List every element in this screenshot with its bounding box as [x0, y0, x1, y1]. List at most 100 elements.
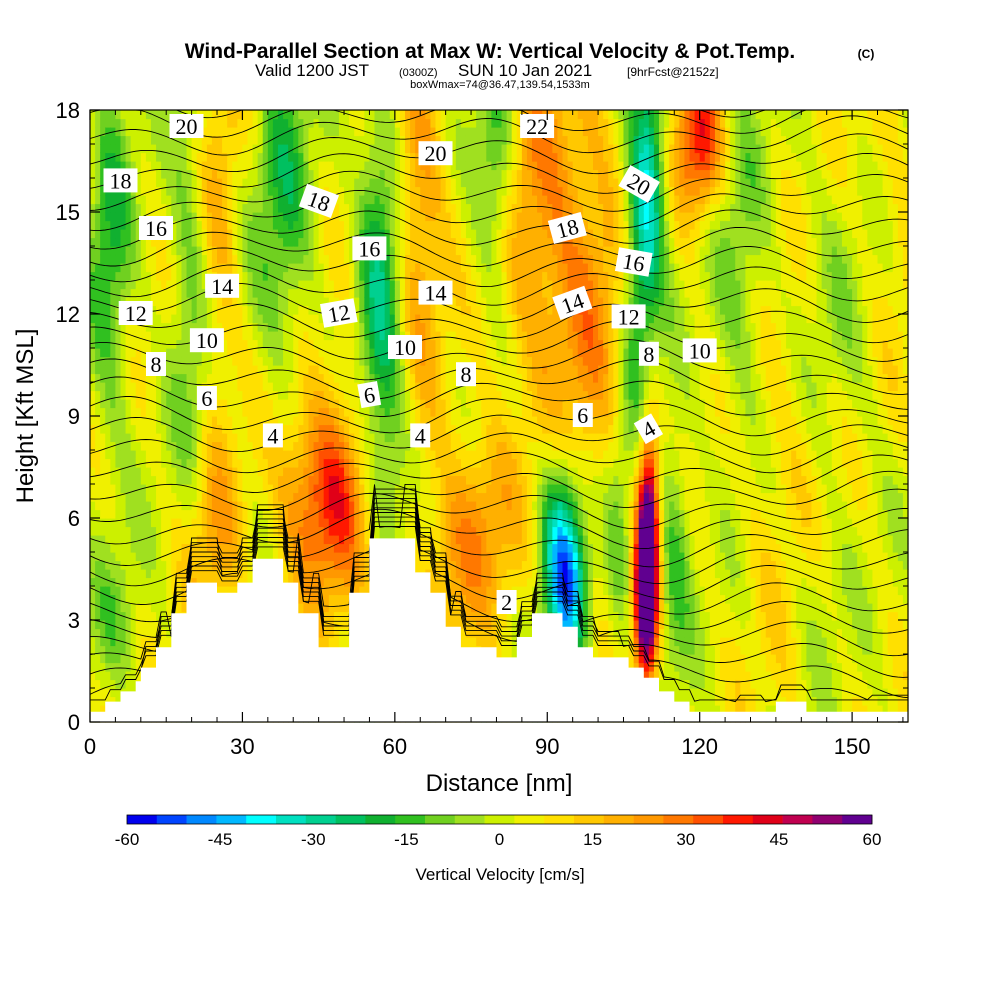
- velocity-cell: [135, 586, 142, 596]
- velocity-cell: [313, 501, 320, 511]
- velocity-cell: [283, 254, 289, 264]
- velocity-cell: [359, 586, 365, 596]
- velocity-cell: [277, 518, 284, 528]
- velocity-cell: [201, 569, 208, 579]
- velocity-cell: [100, 535, 106, 545]
- velocity-cell: [435, 373, 442, 383]
- velocity-cell: [166, 365, 172, 375]
- velocity-cell: [379, 373, 386, 383]
- velocity-cell: [415, 492, 421, 502]
- velocity-cell: [217, 560, 223, 570]
- velocity-cell: [394, 314, 401, 324]
- velocity-cell: [435, 203, 442, 213]
- velocity-cell: [293, 577, 299, 587]
- velocity-cell: [150, 611, 157, 621]
- velocity-cell: [90, 620, 96, 630]
- velocity-cell: [308, 441, 315, 451]
- velocity-cell: [389, 229, 396, 239]
- velocity-cell: [145, 152, 152, 162]
- velocity-cell: [283, 178, 289, 188]
- velocity-cell: [313, 356, 320, 366]
- velocity-cell: [333, 229, 340, 239]
- velocity-cell: [196, 161, 203, 171]
- velocity-cell: [415, 161, 421, 171]
- velocity-cell: [150, 271, 157, 281]
- velocity-cell: [410, 212, 416, 222]
- velocity-cell: [354, 577, 360, 587]
- velocity-cell: [405, 501, 411, 511]
- velocity-cell: [374, 450, 381, 460]
- velocity-cell: [425, 127, 432, 137]
- velocity-cell: [257, 322, 264, 332]
- velocity-cell: [110, 501, 116, 511]
- velocity-cell: [344, 229, 350, 239]
- velocity-cell: [277, 339, 284, 349]
- velocity-cell: [201, 237, 208, 247]
- velocity-cell: [90, 611, 96, 621]
- velocity-cell: [100, 229, 106, 239]
- velocity-cell: [90, 339, 96, 349]
- velocity-cell: [323, 135, 330, 145]
- velocity-cell: [150, 339, 157, 349]
- velocity-cell: [196, 254, 203, 264]
- velocity-cell: [389, 305, 396, 315]
- velocity-cell: [161, 467, 167, 477]
- velocity-cell: [298, 382, 304, 392]
- velocity-cell: [196, 152, 203, 162]
- velocity-cell: [308, 212, 315, 222]
- velocity-cell: [201, 288, 208, 298]
- velocity-cell: [338, 373, 345, 383]
- velocity-cell: [150, 645, 157, 655]
- velocity-cell: [267, 118, 274, 128]
- velocity-cell: [217, 212, 223, 222]
- velocity-cell: [267, 475, 274, 485]
- velocity-cell: [379, 416, 386, 426]
- velocity-cell: [191, 407, 198, 417]
- velocity-cell: [323, 127, 330, 137]
- velocity-cell: [262, 118, 269, 128]
- velocity-cell: [166, 484, 172, 494]
- velocity-cell: [349, 161, 355, 171]
- velocity-cell: [308, 603, 315, 613]
- velocity-cell: [298, 492, 304, 502]
- velocity-cell: [156, 560, 162, 570]
- velocity-cell: [166, 450, 172, 460]
- velocity-cell: [181, 271, 188, 281]
- velocity-cell: [288, 135, 294, 145]
- velocity-cell: [247, 390, 254, 400]
- velocity-cell: [283, 322, 289, 332]
- velocity-cell: [359, 161, 365, 171]
- velocity-cell: [150, 305, 157, 315]
- velocity-cell: [232, 339, 238, 349]
- velocity-cell: [288, 560, 294, 570]
- velocity-cell: [115, 356, 122, 366]
- velocity-cell: [389, 263, 396, 273]
- velocity-cell: [156, 552, 162, 562]
- velocity-cell: [247, 203, 254, 213]
- velocity-cell: [303, 271, 310, 281]
- velocity-cell: [120, 254, 127, 264]
- velocity-cell: [410, 135, 416, 145]
- velocity-cell: [110, 688, 116, 698]
- velocity-cell: [267, 246, 274, 256]
- velocity-cell: [394, 127, 401, 137]
- velocity-cell: [145, 237, 152, 247]
- velocity-cell: [171, 535, 177, 545]
- velocity-cell: [313, 373, 320, 383]
- velocity-cell: [257, 186, 264, 196]
- velocity-cell: [410, 492, 416, 502]
- velocity-cell: [440, 577, 447, 587]
- velocity-cell: [247, 186, 254, 196]
- velocity-cell: [344, 169, 350, 179]
- velocity-cell: [150, 594, 157, 604]
- velocity-cell: [90, 305, 96, 315]
- velocity-cell: [186, 271, 193, 281]
- velocity-cell: [90, 135, 96, 145]
- velocity-cell: [328, 526, 335, 536]
- velocity-cell: [323, 637, 330, 647]
- velocity-cell: [420, 246, 426, 256]
- velocity-cell: [171, 152, 177, 162]
- velocity-cell: [323, 560, 330, 570]
- velocity-cell: [232, 186, 238, 196]
- velocity-cell: [171, 271, 177, 281]
